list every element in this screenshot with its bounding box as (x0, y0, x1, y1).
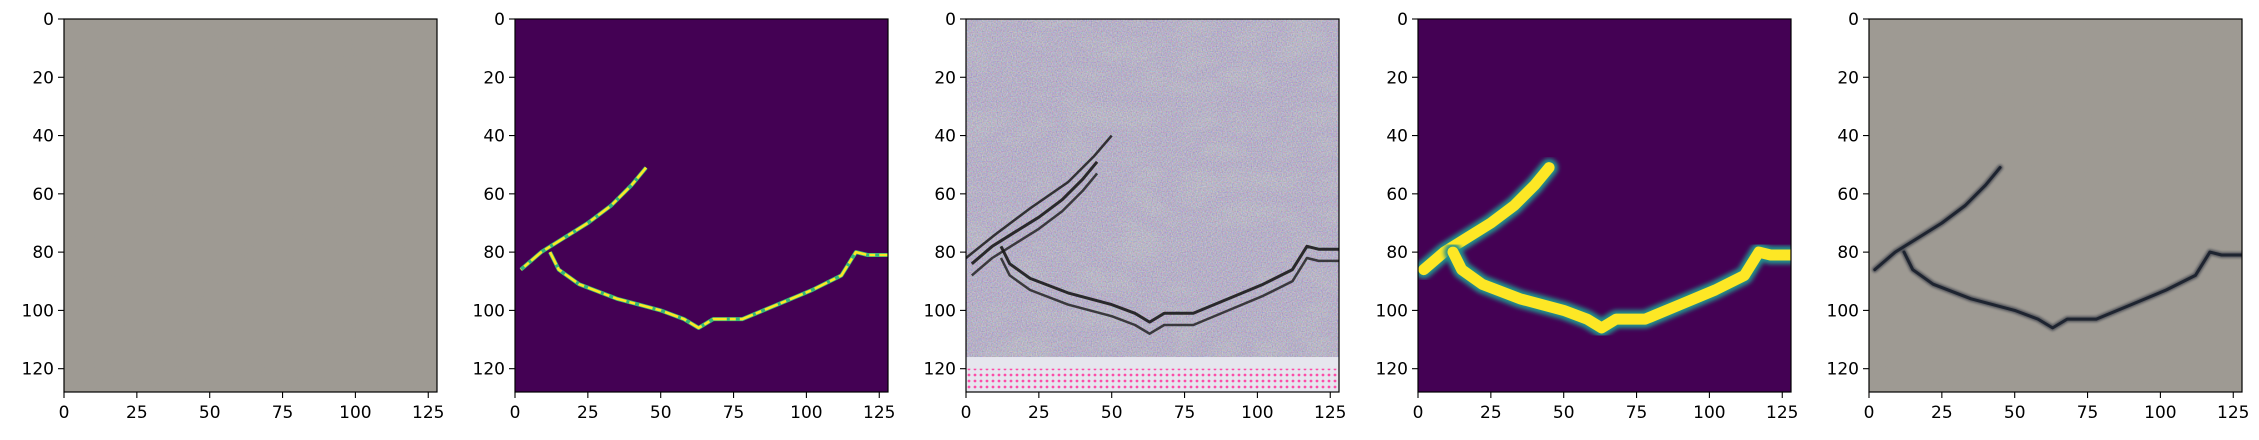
x-tick-label: 0 (1864, 403, 1875, 423)
y-tick-label: 20 (934, 68, 956, 88)
image-4 (1418, 19, 1791, 392)
y-tick-label: 80 (483, 243, 505, 263)
y-tick-label: 40 (483, 127, 505, 147)
panel-3: 0 25 50 75 100 125 0 20 40 60 80 100 120 (924, 10, 1347, 423)
gen-crack-b-main_branch (999, 256, 1339, 335)
artifact-dots (966, 368, 1339, 392)
x-tick-label: 50 (650, 403, 672, 423)
y-tick-label: 120 (22, 360, 54, 380)
y-tick-label: 60 (483, 185, 505, 205)
gen-crack-b-upper_branch (970, 172, 1099, 277)
y-tick-label: 0 (494, 10, 505, 30)
y-tick-label: 80 (32, 243, 54, 263)
y-tick-label: 120 (1827, 360, 1859, 380)
y-tick-label: 60 (32, 185, 54, 205)
y-tick-label: 60 (934, 185, 956, 205)
y-tick-label: 100 (22, 301, 54, 321)
x-tick-label: 100 (1693, 403, 1725, 423)
mask-crack-upper_branch (519, 166, 648, 271)
y-tick-label: 120 (924, 360, 956, 380)
axes-frame (514, 18, 889, 393)
y-tick-label: 100 (1376, 301, 1408, 321)
mask-crack-main_branch (548, 250, 888, 330)
x-tick-label: 0 (510, 403, 521, 423)
axes-frame (965, 18, 1340, 393)
crack-core-upper_branch (1873, 166, 2002, 272)
gen-crack-extra (966, 134, 1113, 259)
panel-2: 0 25 50 75 100 125 0 20 40 60 80 100 120 (473, 10, 896, 423)
x-tick-label: 25 (1480, 403, 1502, 423)
x-tick-label: 25 (577, 403, 599, 423)
x-tick-label: 0 (59, 403, 70, 423)
x-tick-label: 100 (339, 403, 371, 423)
image-1 (64, 19, 437, 392)
x-tick-label: 0 (1413, 403, 1424, 423)
y-tick-label: 0 (945, 10, 956, 30)
x-tick-label: 50 (1101, 403, 1123, 423)
x-tick-label: 50 (1553, 403, 1575, 423)
y-tick-label: 40 (934, 127, 956, 147)
y-tick-label: 20 (32, 68, 54, 88)
x-tick-label: 75 (272, 403, 294, 423)
y-tick-label: 60 (1386, 185, 1408, 205)
image-5 (1869, 19, 2242, 392)
x-tick-label: 100 (2144, 403, 2176, 423)
y-tick-label: 0 (1848, 10, 1859, 30)
y-tick-label: 40 (1837, 127, 1859, 147)
y-tick-label: 40 (32, 127, 54, 147)
panel-4: 0 25 50 75 100 125 0 20 40 60 80 100 120 (1376, 10, 1799, 423)
x-tick-label: 125 (412, 403, 444, 423)
y-tick-label: 120 (1376, 360, 1408, 380)
x-tick-label: 100 (1241, 403, 1273, 423)
panel-5: 0 25 50 75 100 125 0 20 40 60 80 100 120 (1827, 10, 2250, 423)
y-tick-label: 20 (1386, 68, 1408, 88)
y-tick-label: 0 (43, 10, 54, 30)
x-tick-label: 100 (790, 403, 822, 423)
x-tick-label: 25 (126, 403, 148, 423)
x-tick-label: 75 (2077, 403, 2099, 423)
y-tick-label: 100 (473, 301, 505, 321)
y-tick-label: 80 (1386, 243, 1408, 263)
y-tick-label: 100 (924, 301, 956, 321)
x-tick-label: 125 (1314, 403, 1346, 423)
axes-frame (1868, 18, 2243, 393)
y-tick-label: 80 (1837, 243, 1859, 263)
x-tick-label: 125 (863, 403, 895, 423)
x-tick-label: 75 (1626, 403, 1648, 423)
y-tick-label: 20 (1837, 68, 1859, 88)
x-tick-label: 25 (1028, 403, 1050, 423)
x-tick-label: 125 (2217, 403, 2249, 423)
image-3 (966, 19, 1339, 392)
gen-crack-a-main_branch (999, 244, 1339, 324)
panel-1: 0 25 50 75 100 125 0 20 40 60 80 100 120 (22, 10, 445, 423)
y-tick-label: 20 (483, 68, 505, 88)
x-tick-label: 25 (1931, 403, 1953, 423)
x-tick-label: 125 (1766, 403, 1798, 423)
x-tick-label: 75 (1174, 403, 1196, 423)
x-tick-label: 50 (2004, 403, 2026, 423)
mask-thick-main_branch (1447, 246, 1791, 334)
x-tick-label: 75 (723, 403, 745, 423)
y-tick-label: 0 (1397, 10, 1408, 30)
axes-frame (1417, 18, 1792, 393)
y-tick-label: 100 (1827, 301, 1859, 321)
x-tick-label: 50 (199, 403, 221, 423)
crack-core-main_branch (1902, 250, 2242, 330)
y-tick-label: 120 (473, 360, 505, 380)
y-tick-label: 60 (1837, 185, 1859, 205)
x-tick-label: 0 (961, 403, 972, 423)
gen-crack-a-upper_branch (970, 160, 1099, 265)
axes-frame (63, 18, 438, 393)
y-tick-label: 80 (934, 243, 956, 263)
image-2 (515, 19, 888, 392)
y-tick-label: 40 (1386, 127, 1408, 147)
